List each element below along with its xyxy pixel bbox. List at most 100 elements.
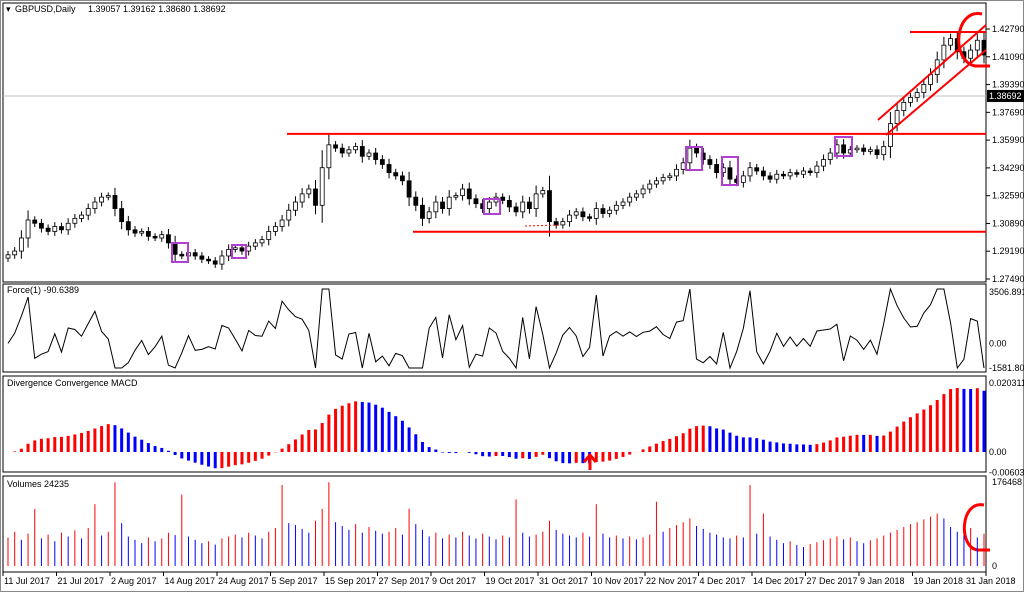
bearish-candle bbox=[727, 167, 733, 180]
bearish-candle bbox=[239, 247, 245, 252]
bullish-candle bbox=[867, 149, 873, 152]
current-price-label: 1.38692 bbox=[989, 91, 1022, 101]
bearish-candle bbox=[714, 164, 720, 174]
bullish-candle bbox=[219, 255, 225, 265]
symbol-label: GBPUSD,Daily bbox=[15, 4, 76, 14]
bullish-candle bbox=[226, 249, 232, 257]
bullish-candle bbox=[446, 196, 452, 209]
bullish-candle bbox=[286, 209, 292, 221]
bearish-candle bbox=[192, 252, 198, 257]
bullish-candle bbox=[627, 196, 633, 203]
time-tick-label: 9 Jan 2018 bbox=[860, 576, 905, 586]
bearish-candle bbox=[119, 208, 125, 223]
bullish-candle bbox=[426, 211, 432, 219]
bullish-candle bbox=[787, 172, 793, 177]
bullish-candle bbox=[914, 92, 920, 98]
bearish-candle bbox=[553, 221, 559, 226]
bearish-candle bbox=[152, 235, 158, 239]
current-price-badge bbox=[987, 89, 1024, 102]
price-tick-label: 1.34290 bbox=[992, 163, 1024, 173]
bearish-candle bbox=[807, 170, 813, 174]
bearish-candle bbox=[600, 208, 606, 214]
bullish-candle bbox=[18, 237, 24, 252]
header-arrow-icon[interactable]: ▾ bbox=[6, 4, 11, 14]
bearish-candle bbox=[580, 211, 586, 218]
bullish-candle bbox=[974, 39, 980, 51]
bullish-candle bbox=[12, 250, 18, 256]
bullish-candle bbox=[52, 226, 58, 232]
bearish-candle bbox=[874, 149, 880, 156]
volume-tick-label: 176468 bbox=[992, 477, 1022, 487]
bearish-candle bbox=[413, 196, 419, 206]
price-tick-label: 1.35990 bbox=[992, 135, 1024, 145]
time-tick-label: 14 Dec 2017 bbox=[753, 576, 804, 586]
bullish-candle bbox=[888, 123, 893, 147]
bullish-candle bbox=[433, 201, 439, 213]
bullish-candle bbox=[613, 204, 619, 211]
bearish-candle bbox=[166, 234, 171, 244]
bullish-candle bbox=[346, 149, 352, 154]
pattern-box bbox=[685, 146, 703, 171]
pattern-box bbox=[231, 244, 247, 259]
bullish-candle bbox=[687, 147, 693, 164]
ohlc-readout: 1.39057 1.39162 1.38680 1.38692 bbox=[88, 4, 226, 14]
bearish-candle bbox=[45, 227, 51, 232]
force-tick-label: -1581.800 bbox=[989, 363, 1024, 373]
bearish-candle bbox=[39, 222, 44, 229]
bullish-candle bbox=[908, 97, 913, 103]
bearish-candle bbox=[754, 167, 760, 172]
bullish-candle bbox=[573, 211, 579, 216]
bullish-candle bbox=[319, 167, 325, 206]
arrow-up-icon bbox=[582, 452, 598, 470]
bullish-candle bbox=[660, 177, 666, 182]
bearish-candle bbox=[206, 258, 211, 262]
pattern-box bbox=[171, 242, 189, 263]
bearish-candle bbox=[500, 196, 506, 201]
circle-annotation bbox=[957, 12, 990, 68]
channel-upper-line[interactable] bbox=[877, 24, 987, 121]
price-tick-label: 1.30890 bbox=[992, 218, 1024, 228]
bearish-candle bbox=[172, 242, 178, 255]
price-tick-label: 1.39390 bbox=[992, 80, 1024, 90]
time-tick-label: 14 Aug 2017 bbox=[165, 576, 216, 586]
bullish-candle bbox=[801, 170, 806, 175]
price-tick-label: 1.42790 bbox=[992, 24, 1024, 34]
macd-tick-label: 0.00 bbox=[989, 447, 1007, 457]
bearish-candle bbox=[125, 221, 131, 231]
bullish-candle bbox=[640, 188, 646, 195]
time-tick-label: 21 Jul 2017 bbox=[58, 576, 105, 586]
macd-title: Divergence Convergence MACD bbox=[7, 378, 138, 388]
bullish-candle bbox=[674, 168, 679, 177]
bearish-candle bbox=[145, 231, 151, 237]
bullish-candle bbox=[633, 193, 639, 198]
bearish-candle bbox=[339, 147, 345, 154]
bullish-candle bbox=[968, 49, 974, 59]
bullish-candle bbox=[353, 146, 359, 151]
bullish-candle bbox=[159, 234, 165, 239]
bearish-candle bbox=[547, 190, 552, 223]
time-tick-label: 27 Dec 2017 bbox=[807, 576, 858, 586]
bullish-candle bbox=[520, 201, 526, 213]
bullish-candle bbox=[667, 175, 673, 178]
bearish-candle bbox=[473, 198, 479, 205]
bullish-candle bbox=[266, 231, 272, 241]
bearish-candle bbox=[179, 253, 185, 257]
bullish-candle bbox=[921, 83, 927, 93]
bullish-candle bbox=[72, 217, 78, 224]
bullish-candle bbox=[486, 201, 492, 209]
bearish-candle bbox=[981, 39, 987, 56]
bullish-candle bbox=[533, 193, 539, 209]
bullish-candle bbox=[99, 196, 104, 203]
bearish-candle bbox=[393, 172, 399, 177]
bullish-candle bbox=[293, 201, 298, 211]
bearish-candle bbox=[527, 201, 532, 209]
bearish-candle bbox=[386, 164, 392, 174]
bullish-candle bbox=[259, 239, 265, 244]
bullish-candle bbox=[246, 245, 252, 252]
bearish-candle bbox=[406, 180, 412, 198]
bullish-candle bbox=[774, 173, 780, 180]
bullish-candle bbox=[232, 247, 238, 250]
bullish-candle bbox=[139, 231, 145, 234]
bullish-candle bbox=[65, 222, 71, 231]
